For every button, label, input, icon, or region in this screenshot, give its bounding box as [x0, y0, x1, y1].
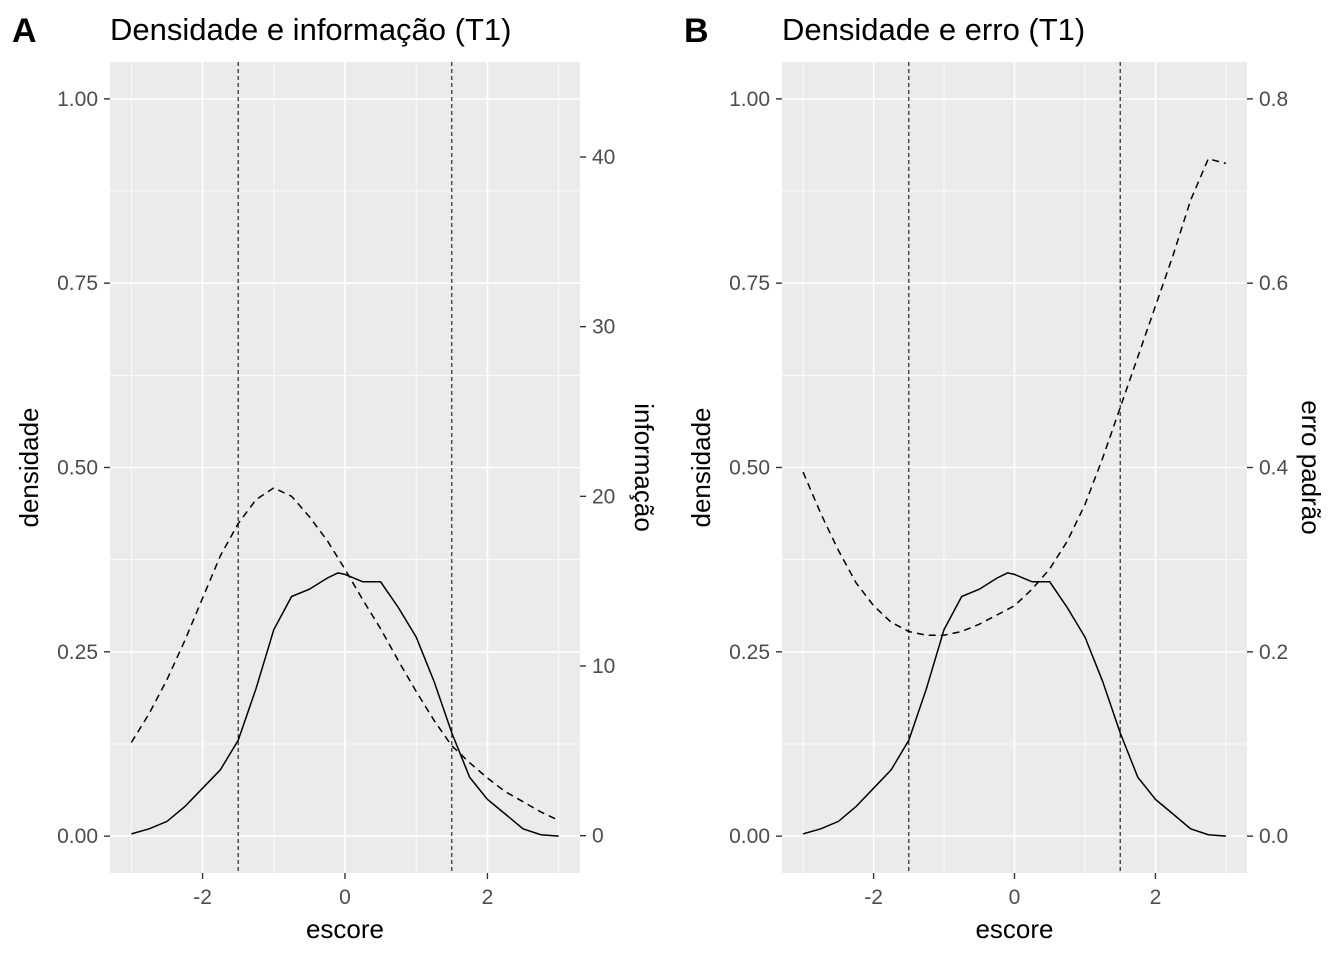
y-tick-label: 0.00 — [729, 825, 770, 848]
x-tick-label: 0 — [339, 886, 351, 909]
y-axis-title: densidade — [686, 408, 716, 528]
y2-tick-label: 0.4 — [1259, 457, 1289, 480]
density-series-line — [802, 572, 1226, 837]
x-tick-label: 0 — [1009, 886, 1021, 909]
panel-a: -2 0 2 0.00 0.25 0.50 0.75 1.00 0 10 20 30 40 escore d… — [12, 12, 659, 944]
y2-tick-label: 0.2 — [1259, 641, 1288, 664]
y-tick-label: 0.75 — [729, 272, 770, 295]
y-tick-label: 0.00 — [57, 825, 98, 848]
y-tick-label: 0.75 — [57, 272, 98, 295]
y2-tick-label: 0.0 — [1259, 825, 1288, 848]
y2-tick-label: 0.8 — [1259, 88, 1288, 111]
panel-b: -2 0 2 0.00 0.25 0.50 0.75 1.00 0.0 0.2 0.4 0.6 0.8 e… — [684, 12, 1326, 944]
x-tick-label: 2 — [482, 886, 494, 909]
y2-tick-label: 10 — [592, 655, 615, 678]
y-tick-label: 1.00 — [729, 88, 770, 111]
y2-tick-label: 40 — [592, 146, 615, 169]
x-tick-label: -2 — [193, 886, 212, 909]
plot-title: Densidade e erro (T1) — [782, 12, 1085, 47]
y2-axis-title: erro padrão — [1296, 400, 1326, 534]
x-axis-title: escore — [306, 914, 384, 944]
plot-title: Densidade e informação (T1) — [110, 12, 511, 47]
y-tick-label: 0.50 — [57, 457, 98, 480]
y2-axis-title: informação — [629, 403, 659, 532]
y-axis-title: densidade — [14, 408, 44, 528]
panel-tag: A — [12, 12, 37, 50]
panel-tag: B — [684, 12, 709, 50]
y2-tick-label: 0 — [592, 825, 604, 848]
secondary-series-line — [130, 487, 559, 822]
y2-tick-label: 0.6 — [1259, 272, 1288, 295]
y2-tick-label: 30 — [592, 316, 615, 339]
y2-tick-label: 20 — [592, 485, 615, 508]
y-tick-label: 0.25 — [729, 641, 770, 664]
y-tick-label: 0.50 — [729, 457, 770, 480]
x-tick-label: -2 — [864, 886, 883, 909]
x-axis-title: escore — [975, 914, 1053, 944]
density-series-line — [131, 572, 559, 837]
y-tick-label: 0.25 — [57, 641, 98, 664]
y-tick-label: 1.00 — [57, 88, 98, 111]
x-tick-label: 2 — [1150, 886, 1162, 909]
